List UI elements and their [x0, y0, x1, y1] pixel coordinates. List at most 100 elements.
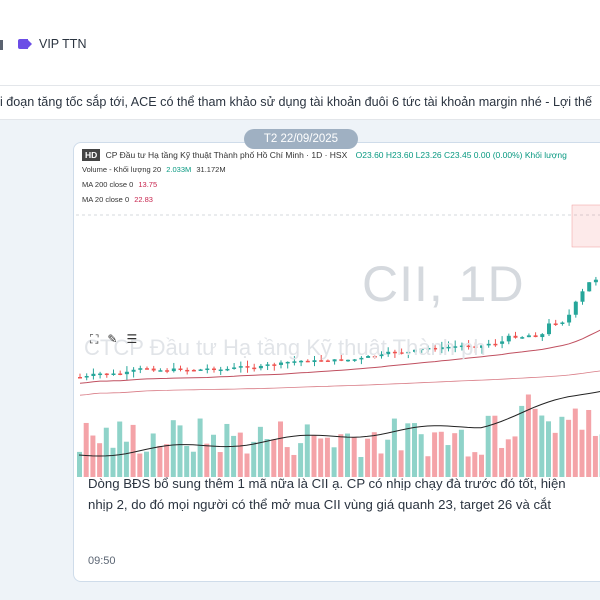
candle-body	[319, 360, 324, 362]
candle-body	[98, 373, 103, 376]
volume-bar	[338, 434, 344, 477]
candle-body	[104, 373, 109, 376]
volume-bar	[525, 394, 531, 477]
candle-body	[111, 373, 116, 375]
candle-body	[245, 366, 250, 368]
stock-chart	[76, 204, 600, 477]
volume-bar	[237, 432, 243, 477]
candle-body	[265, 364, 270, 366]
volume-bar	[391, 418, 397, 477]
volume-bar	[458, 429, 464, 477]
candle-body	[178, 368, 183, 371]
volume-bar	[291, 454, 297, 477]
volume-bar	[298, 443, 304, 477]
chart-watermark-sub: CTCP Đầu tư Hạ tầng Kỹ thuật Thành ph	[84, 335, 486, 360]
chart-watermark: CII, 1D	[362, 256, 525, 312]
pen-icon[interactable]: ✎	[107, 332, 118, 346]
candle-body	[433, 347, 438, 350]
candle-body	[212, 368, 216, 371]
candle-body	[118, 373, 123, 375]
volume-bar	[318, 438, 324, 477]
candle-body	[392, 351, 397, 354]
volume-bar	[512, 436, 518, 477]
candle-body	[480, 345, 484, 348]
candle-body	[593, 279, 598, 283]
volume-bar	[284, 447, 290, 477]
channel-title[interactable]: VIP TTN	[18, 37, 86, 51]
volume-bar	[217, 452, 223, 477]
candle-body	[473, 346, 478, 348]
candle-body	[486, 343, 491, 346]
volume-bar	[170, 420, 176, 477]
candle-body	[346, 359, 350, 362]
candle-body	[272, 364, 277, 366]
volume-bar	[559, 416, 565, 477]
candle-body	[124, 371, 129, 375]
candle-body	[158, 370, 163, 372]
volume-legend-v2: 31.172M	[196, 165, 226, 174]
candle-body	[426, 347, 431, 350]
volume-bar	[164, 444, 170, 477]
candle-body	[466, 345, 471, 348]
volume-bar	[425, 456, 431, 477]
crop-icon[interactable]: ⛶	[90, 332, 99, 346]
candle-body	[285, 361, 290, 364]
candle-body	[258, 365, 263, 369]
chart-image[interactable]: CII, 1D CTCP Đầu tư Hạ tầng Kỹ thuật Thà…	[76, 145, 600, 477]
volume-bar	[271, 439, 277, 477]
candle-body	[533, 335, 538, 338]
candle-body	[366, 356, 371, 358]
volume-bar	[97, 443, 103, 477]
menu-lines-icon[interactable]: ☰	[126, 332, 138, 346]
volume-bar	[505, 439, 511, 477]
volume-bar	[278, 421, 283, 477]
chart-header: HD CP Đầu tư Hạ tầng Kỹ thuật Thành phố …	[82, 149, 567, 161]
candle-body	[453, 346, 458, 348]
candle-body	[332, 359, 337, 362]
volume-bar	[405, 423, 411, 477]
candle-body	[413, 349, 417, 352]
volume-bar	[418, 434, 424, 477]
channel-header: VIP TTN	[0, 0, 600, 86]
back-edge-icon[interactable]	[0, 40, 3, 50]
volume-bar	[365, 438, 371, 477]
volume-bar	[211, 434, 216, 477]
candle-body	[379, 354, 384, 357]
pinned-message-banner[interactable]: i đoạn tăng tốc sắp tới, ACE có thể tham…	[0, 86, 600, 120]
volume-bar	[184, 445, 190, 477]
volume-bar	[586, 409, 592, 477]
volume-bar	[358, 456, 364, 477]
volume-bar	[331, 447, 337, 477]
message-bubble[interactable]: CII, 1D CTCP Đầu tư Hạ tầng Kỹ thuật Thà…	[73, 142, 600, 582]
volume-bar	[257, 426, 263, 477]
candle-body	[145, 368, 149, 370]
volume-bar	[351, 437, 357, 477]
candle-body	[198, 369, 203, 371]
candle-body	[131, 369, 136, 372]
candle-body	[84, 376, 89, 378]
candle-body	[459, 345, 464, 348]
volume-bar	[197, 418, 203, 477]
candle-body	[191, 369, 196, 372]
candle-body	[165, 370, 170, 372]
volume-bar	[445, 445, 451, 477]
candle-body	[138, 368, 143, 370]
volume-bar	[130, 424, 136, 477]
candle-body	[587, 282, 592, 292]
volume-bar	[492, 415, 498, 477]
volume-bar	[251, 441, 257, 477]
volume-bar	[398, 450, 404, 477]
chart-symbol-title: CP Đầu tư Hạ tầng Kỹ thuật Thành phố Hồ …	[105, 150, 348, 160]
ma200-legend: MA 200 close 0 13.75	[82, 180, 157, 189]
candle-body	[439, 347, 444, 350]
volume-bar	[157, 445, 163, 477]
date-badge: T2 22/09/2025	[244, 129, 358, 149]
volume-bar	[150, 433, 156, 477]
candle-body	[500, 341, 505, 344]
candle-body	[520, 337, 525, 339]
candle-body	[567, 314, 572, 323]
candle-body	[238, 366, 243, 368]
candle-body	[580, 291, 585, 302]
candle-body	[540, 334, 545, 338]
volume-bar	[479, 454, 484, 477]
